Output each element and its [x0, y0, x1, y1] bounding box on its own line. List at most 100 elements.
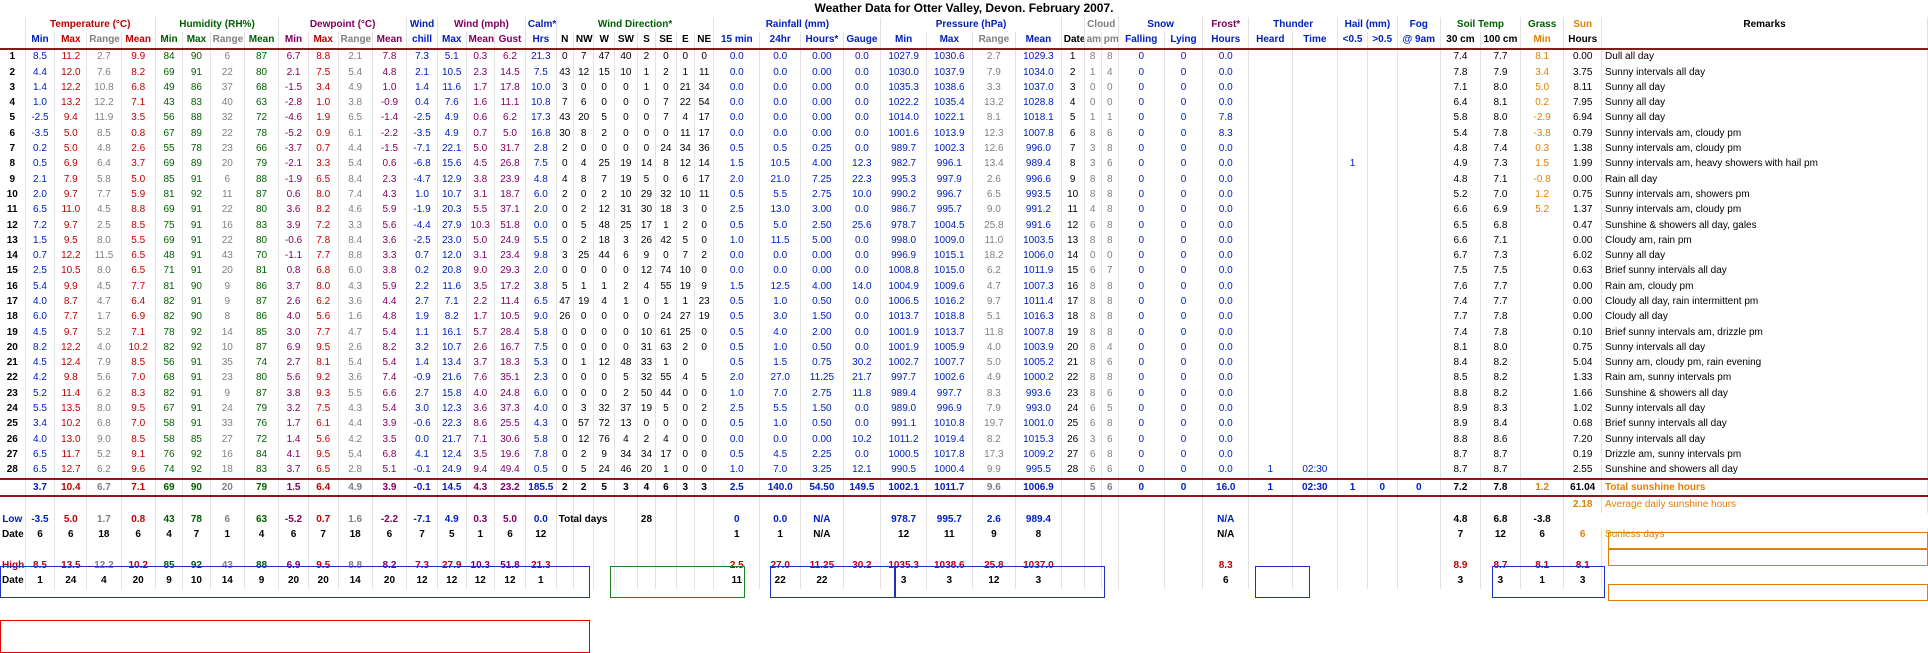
data-cell: 9.7: [54, 324, 88, 341]
data-cell: [1292, 95, 1339, 111]
empty-cell: [593, 496, 615, 513]
data-cell: 0.0: [843, 95, 882, 111]
group-header: Remarks: [1601, 17, 1928, 33]
data-cell: 82: [155, 340, 184, 356]
data-cell: 90: [182, 48, 211, 65]
data-cell: [1367, 141, 1398, 157]
data-cell: 2.2: [406, 279, 438, 295]
data-cell: [1292, 171, 1339, 188]
data-cell: 8: [1084, 340, 1102, 356]
data-cell: 0: [1164, 309, 1204, 325]
data-cell: 55: [655, 279, 677, 295]
data-cell: 29: [637, 187, 657, 203]
data-cell: 7.8: [1202, 110, 1250, 127]
data-cell: 24.9: [437, 462, 467, 479]
data-cell: -3.7: [278, 141, 309, 157]
data-cell: 7.0: [1480, 187, 1521, 203]
data-cell: 11.5: [86, 248, 122, 264]
data-cell: 10.3: [466, 217, 496, 234]
data-cell: 0: [1164, 202, 1204, 218]
data-cell: 8: [1084, 294, 1102, 310]
data-cell: 69: [155, 156, 184, 172]
data-cell: [1367, 432, 1398, 448]
data-cell: 0.4: [406, 95, 438, 111]
data-cell: 5.8: [525, 432, 557, 448]
high_date-soil: 3: [1440, 573, 1481, 589]
data-cell: 0: [556, 416, 574, 433]
high-frost: 8.3: [1202, 558, 1250, 574]
data-cell: [1367, 233, 1398, 249]
empty-cell: [694, 573, 715, 589]
data-cell: 67: [155, 401, 184, 417]
data-cell: 14.5: [494, 64, 526, 81]
data-cell: 21.3: [525, 48, 557, 65]
data-cell: 1005.2: [1015, 355, 1062, 371]
data-cell: 12.3: [972, 126, 1017, 142]
empty-cell: [676, 573, 695, 589]
data-cell: 0.50: [800, 294, 844, 310]
data-cell: 25: [593, 156, 615, 172]
data-cell: 82: [155, 386, 184, 402]
column-header: Hours*: [800, 32, 844, 50]
data-cell: 0: [1164, 324, 1204, 341]
column-header: pm: [1101, 32, 1119, 50]
data-cell: 19: [573, 294, 595, 310]
high_date-cell: 14: [210, 573, 245, 589]
data-cell: 44: [655, 386, 677, 402]
day-number: 19: [0, 324, 26, 341]
table-row: 9 2.1 7.9 5.8 5.0 85 91 6 88 -1.9 6.5 8.4 2.3 -4.7 12.…: [0, 171, 1928, 188]
data-cell: 12.2: [54, 80, 88, 96]
data-cell: 8.7: [1480, 447, 1521, 463]
data-cell: 8.0: [86, 263, 122, 280]
empty-cell: [1101, 573, 1119, 589]
empty-cell: [676, 496, 695, 513]
data-cell: [1367, 355, 1398, 371]
data-cell: 11.5: [759, 233, 802, 249]
data-cell: 1.99: [1563, 156, 1603, 172]
data-cell: 0.0: [713, 48, 761, 65]
data-cell: [1397, 462, 1441, 479]
empty-cell: [1118, 543, 1165, 559]
data-cell: 6.5: [25, 202, 56, 218]
data-cell: 79: [244, 401, 280, 417]
data-cell: 56: [155, 355, 184, 371]
data-cell: 23: [694, 294, 715, 310]
data-cell: 87: [244, 340, 280, 356]
day-number: 18: [0, 309, 26, 325]
data-cell: 2: [1061, 64, 1085, 81]
data-cell: 5.0: [54, 126, 88, 142]
data-cell: 21: [1061, 355, 1085, 371]
data-cell: 5: [676, 233, 695, 249]
data-cell: 0.0: [1202, 340, 1250, 356]
column-header: W: [593, 32, 615, 50]
column-header: 30 cm: [1440, 32, 1481, 50]
empty-cell: [54, 496, 88, 513]
data-cell: 4.8: [1440, 141, 1481, 157]
data-cell: 66: [244, 141, 280, 157]
data-cell: 1.50: [800, 309, 844, 325]
summary-cell: 3: [676, 477, 695, 498]
data-cell: 2.75: [800, 187, 844, 203]
data-cell: 2.55: [1563, 462, 1603, 479]
data-cell: 5.5: [338, 386, 373, 402]
data-cell: 0.00: [800, 432, 844, 448]
empty-cell: [1101, 527, 1119, 544]
data-cell: 34: [614, 447, 638, 463]
data-cell: 0: [1118, 462, 1165, 479]
data-cell: 0: [1118, 217, 1165, 234]
data-cell: 7.3: [1480, 248, 1521, 264]
empty-cell: [121, 543, 156, 559]
data-cell: 6.7: [278, 48, 309, 65]
data-cell: 2: [694, 401, 715, 417]
data-cell: 34: [694, 80, 715, 96]
data-cell: 1006.5: [880, 294, 927, 310]
data-cell: 1015.1: [926, 248, 973, 264]
data-cell: 87: [244, 386, 280, 402]
data-cell: 15.6: [437, 156, 467, 172]
data-cell: 5.0: [972, 355, 1017, 371]
data-cell: 6.2: [86, 462, 122, 479]
data-cell: 84: [155, 48, 184, 65]
data-cell: 19: [1061, 324, 1085, 341]
data-cell: 12: [573, 64, 595, 81]
data-cell: 12.3: [843, 156, 882, 172]
